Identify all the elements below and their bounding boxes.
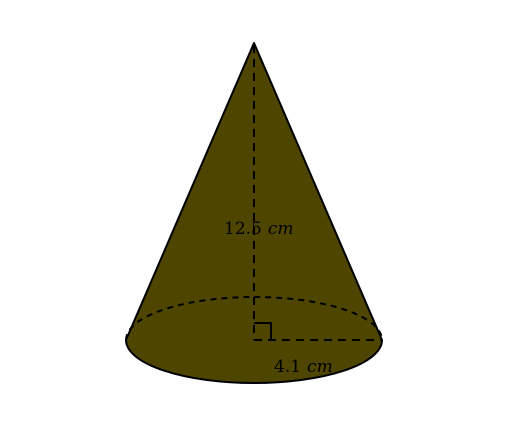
radius-label: 4.1 cm <box>274 357 333 377</box>
height-value: 12.5 <box>224 219 262 239</box>
radius-unit: cm <box>307 357 333 377</box>
height-unit: cm <box>268 219 294 239</box>
radius-value: 4.1 <box>274 357 301 377</box>
cone-body <box>125 42 383 384</box>
right-angle-marker <box>254 322 272 340</box>
base-back-edge <box>125 296 383 341</box>
height-label: 12.5 cm <box>224 219 294 239</box>
